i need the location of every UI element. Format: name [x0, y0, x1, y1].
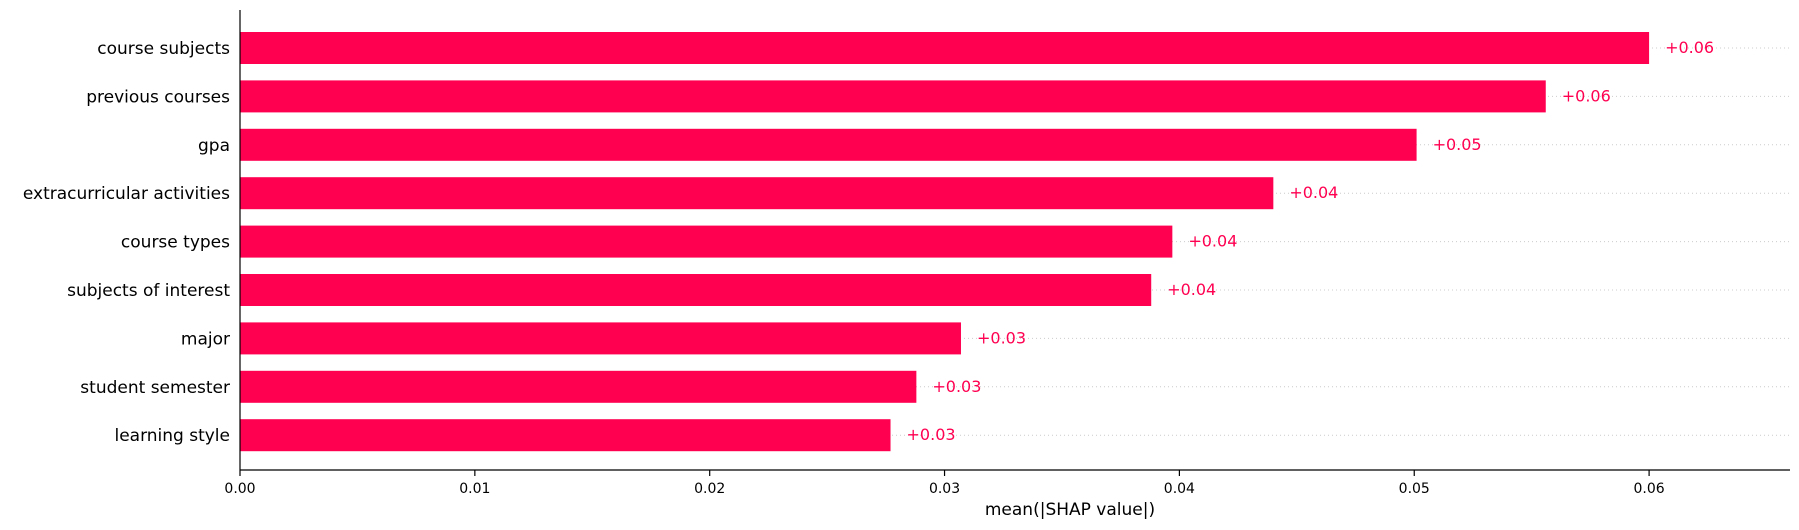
- value-labels: +0.06 +0.06 +0.05 +0.04 +0.04 +0.04 +0.03 +0.03…: [907, 38, 1715, 444]
- bars: [240, 32, 1650, 452]
- bar: [240, 128, 1417, 161]
- axes: [239, 10, 1790, 471]
- value-label: +0.04: [1188, 232, 1237, 251]
- bar: [240, 322, 961, 355]
- x-tick-label: 0.06: [1634, 481, 1665, 497]
- category-label: extracurricular activities: [23, 184, 230, 204]
- bar: [240, 32, 1650, 64]
- value-label: +0.03: [932, 377, 981, 396]
- value-label: +0.05: [1433, 135, 1482, 154]
- category-label: student semester: [80, 378, 230, 398]
- x-tick-label: 0.02: [694, 481, 725, 497]
- category-label: subjects of interest: [67, 281, 230, 301]
- x-ticks: 0.00 0.01 0.02 0.03 0.04 0.05 0.06: [224, 470, 1665, 497]
- x-tick-label: 0.04: [1164, 481, 1195, 497]
- bar: [240, 419, 891, 452]
- value-label: +0.04: [1289, 183, 1338, 202]
- x-tick-label: 0.03: [929, 481, 960, 497]
- category-label: previous courses: [86, 87, 230, 107]
- category-label: course subjects: [97, 39, 230, 59]
- value-label: +0.04: [1167, 280, 1216, 299]
- category-label: learning style: [114, 426, 230, 446]
- value-label: +0.06: [1665, 38, 1714, 57]
- value-label: +0.03: [977, 328, 1026, 347]
- x-tick-label: 0.05: [1399, 481, 1430, 497]
- x-tick-label: 0.01: [459, 481, 490, 497]
- category-labels: course subjects previous courses gpa extrac…: [23, 39, 230, 446]
- x-axis-title: mean(|SHAP value|): [985, 500, 1155, 520]
- category-label: course types: [121, 233, 230, 253]
- bar: [240, 177, 1274, 210]
- value-label: +0.03: [907, 425, 956, 444]
- value-label: +0.06: [1562, 86, 1611, 105]
- category-label: gpa: [198, 136, 230, 156]
- category-label: major: [181, 329, 230, 349]
- bar: [240, 225, 1173, 258]
- bar: [240, 80, 1546, 113]
- bar: [240, 274, 1152, 306]
- bar: [240, 370, 917, 403]
- x-tick-label: 0.00: [224, 481, 255, 497]
